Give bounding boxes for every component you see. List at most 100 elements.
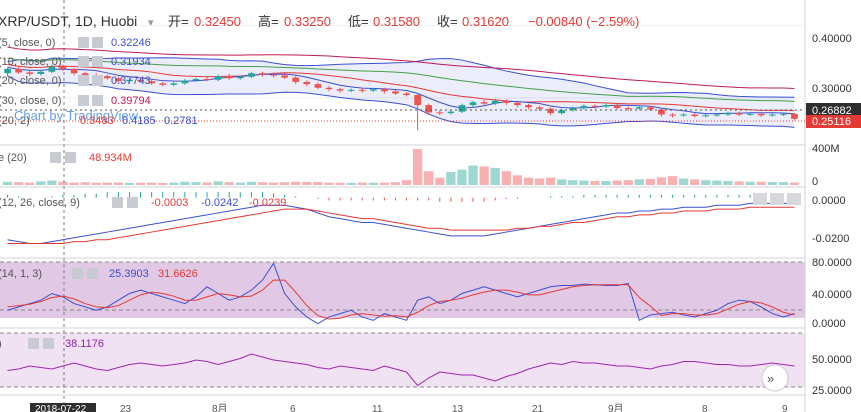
volume-bar (236, 183, 245, 185)
close-icon[interactable] (92, 37, 103, 48)
volume-bar (191, 182, 200, 185)
gear-icon[interactable] (78, 37, 89, 48)
stoch-tick: 0.0000 (812, 318, 846, 330)
candle-body (204, 79, 211, 80)
candle-body (747, 114, 754, 115)
volume-bar (80, 182, 89, 185)
volume-bar (380, 183, 389, 185)
volume-bar (468, 166, 477, 185)
volume-bar (635, 179, 644, 185)
candle-body (226, 76, 233, 78)
stoch-tick: 80.0000 (812, 257, 852, 269)
volume-bar (369, 183, 378, 185)
gear-icon[interactable] (78, 95, 89, 106)
time-tick: 6 (290, 404, 296, 412)
ma30-label: (30, close, 0) (0, 95, 62, 107)
volume-value: 48.934M (89, 152, 132, 164)
volume-bar (768, 182, 777, 185)
candle-body (492, 101, 499, 104)
candle-body (326, 88, 333, 89)
close-icon[interactable] (127, 197, 138, 208)
candle-body (647, 107, 654, 109)
candle-body (71, 69, 78, 73)
time-tick: 23 (120, 404, 132, 412)
candle-body (381, 89, 388, 91)
gear-icon[interactable] (50, 152, 61, 163)
volume-bar (103, 183, 112, 185)
volume-bar (513, 175, 522, 185)
candle-body (603, 105, 610, 106)
candle-body (680, 115, 687, 116)
time-tick: 9 (782, 404, 788, 412)
price-tick: 0.30000 (812, 83, 852, 95)
close-icon[interactable] (65, 152, 76, 163)
high-value: 0.33250 (284, 14, 331, 29)
candle-body (780, 114, 787, 115)
candle-body (736, 113, 743, 114)
candle-body (448, 112, 455, 113)
candle-body (459, 105, 466, 112)
gear-icon[interactable] (78, 75, 89, 86)
volume-bar (535, 179, 544, 185)
macd-tick: 0.0000 (812, 195, 846, 207)
candle-body (536, 107, 543, 108)
volume-bar (25, 183, 34, 185)
volume-bar (435, 178, 444, 185)
close-icon[interactable] (92, 75, 103, 86)
volume-bar (612, 181, 621, 185)
volume-bar (424, 171, 433, 185)
volume-bar (779, 182, 788, 185)
volume-tick: 400M (812, 143, 840, 155)
close-icon[interactable] (92, 95, 103, 106)
chevron-down-icon[interactable]: ▾ (148, 17, 154, 29)
volume-bar (213, 181, 222, 185)
volume-bar (491, 168, 500, 185)
volume-bar (546, 178, 555, 185)
volume-bar (479, 166, 488, 185)
candle-body (259, 73, 266, 74)
candle-body (303, 82, 310, 84)
candle-body (281, 75, 288, 77)
time-tick: 8 (702, 404, 708, 412)
close-icon[interactable] (87, 268, 98, 279)
volume-bar (734, 181, 743, 185)
candle-body (691, 115, 698, 116)
symbol-title[interactable]: XRP/USDT, 1D, Huobi (0, 13, 137, 29)
volume-bar (324, 183, 333, 185)
volume-bar (413, 149, 422, 185)
volume-bar (745, 182, 754, 185)
volume-bar (557, 179, 566, 185)
high-label: 高= (258, 14, 279, 29)
pane-down-icon[interactable] (770, 193, 784, 205)
gear-icon[interactable] (72, 268, 83, 279)
gear-icon[interactable] (28, 338, 39, 349)
candle-body (237, 77, 244, 78)
volume-bar (302, 182, 311, 185)
volume-bar (502, 171, 511, 185)
rsi-value: 38.1176 (65, 338, 104, 350)
gear-icon[interactable] (78, 56, 89, 67)
macd-signal-value: -0.0239 (249, 197, 286, 209)
candle-body (215, 76, 222, 80)
candle-body (625, 108, 632, 109)
close-icon[interactable] (92, 56, 103, 67)
candle-body (525, 105, 532, 107)
pane-up-icon[interactable] (753, 193, 767, 205)
time-tick: 9月 (608, 403, 624, 412)
scroll-right-button[interactable]: » (762, 365, 788, 391)
volume-bar (269, 183, 278, 185)
candle-body (193, 79, 200, 80)
candle-body (581, 106, 588, 108)
volume-bar (58, 182, 67, 185)
volume-bar (169, 183, 178, 185)
low-label: 低= (348, 14, 369, 29)
ma10-label: (10, close, 0) (0, 56, 62, 68)
stoch-label: (14, 1, 3) (0, 268, 42, 280)
candle-body (558, 110, 565, 113)
ma5-value: 0.32246 (111, 37, 151, 49)
gear-icon[interactable] (112, 197, 123, 208)
rsi-tick: 25.0000 (812, 385, 852, 397)
close-icon[interactable] (43, 338, 54, 349)
pane-maximize-icon[interactable] (787, 193, 801, 205)
